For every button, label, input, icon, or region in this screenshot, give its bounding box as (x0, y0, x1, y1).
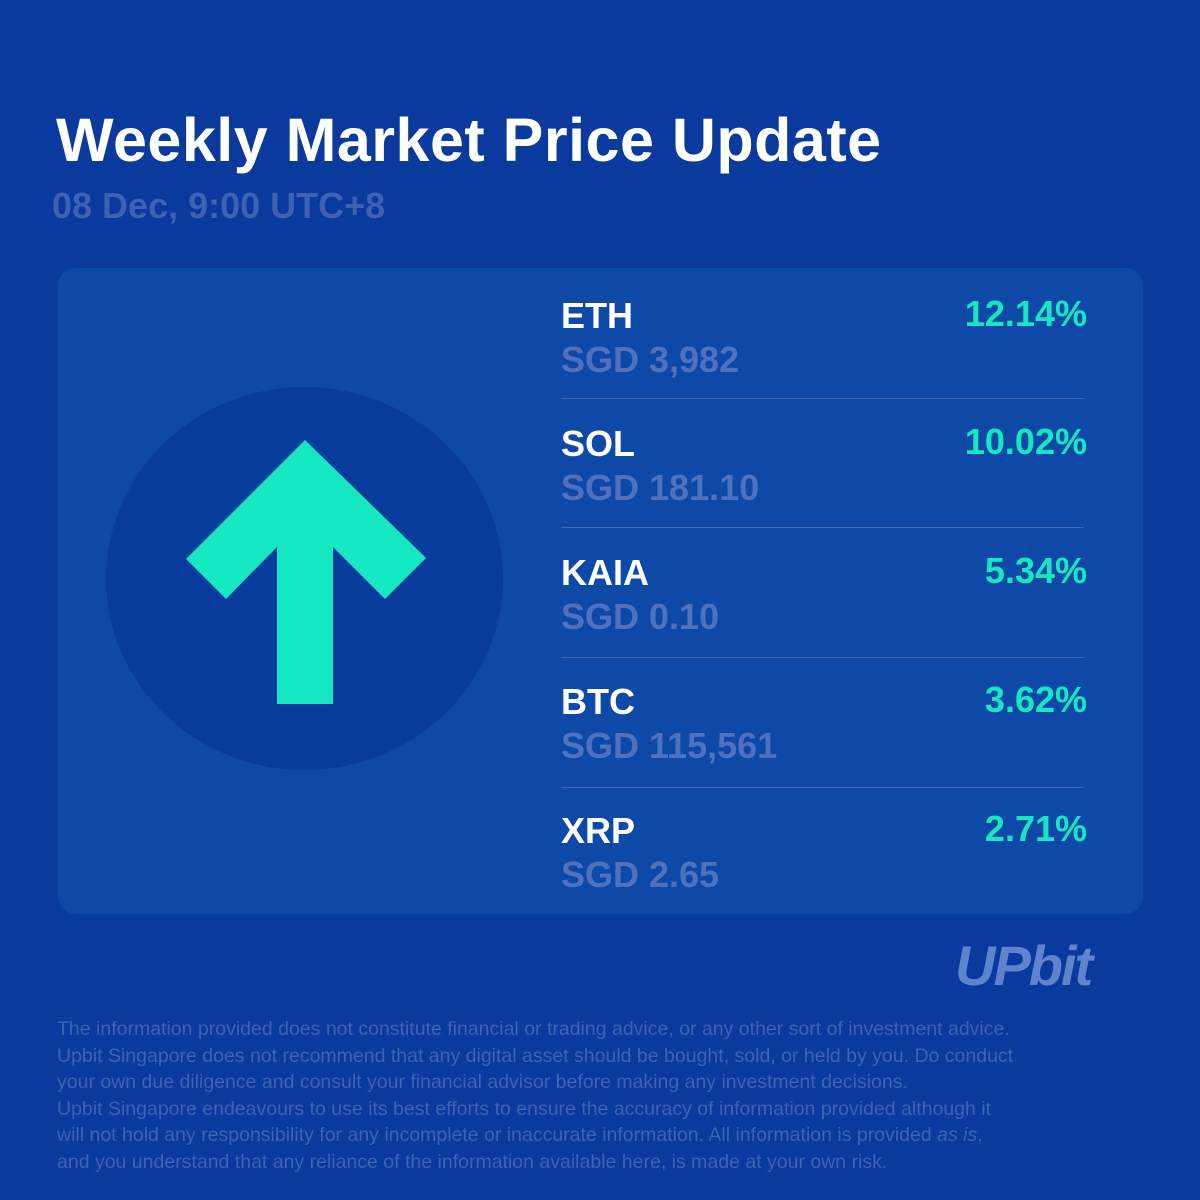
disclaimer-text: , (977, 1124, 983, 1146)
asset-change: 10.02% (964, 421, 1087, 462)
asset-symbol: XRP (561, 810, 636, 851)
disclaimer-line: will not hold any responsibility for any… (57, 1122, 1147, 1149)
row-divider (561, 657, 1084, 658)
upbit-logo: UPbit (955, 935, 1098, 995)
disclaimer-line: and you understand that any reliance of … (57, 1150, 888, 1173)
disclaimer-line: your own due diligence and consult your … (57, 1071, 908, 1093)
disclaimer-emphasis: as is (937, 1124, 978, 1146)
disclaimer-line: Upbit Singapore does not recommend that … (57, 1044, 1014, 1067)
asset-price: SGD 2.65 (561, 854, 720, 895)
asset-symbol: ETH (561, 295, 633, 336)
row-divider (561, 398, 1084, 399)
disclaimer-line: Upbit Singapore endeavours to use its be… (57, 1097, 992, 1120)
update-date: 08 Dec, 9:00 UTC+8 (52, 185, 386, 226)
asset-symbol: SOL (561, 423, 636, 464)
asset-change: 3.62% (984, 679, 1087, 720)
asset-price: SGD 181.10 (561, 467, 760, 508)
row-divider (561, 527, 1084, 528)
page-title: Weekly Market Price Update (56, 106, 882, 174)
disclaimer-text: will not hold any responsibility for any… (57, 1124, 938, 1146)
asset-symbol: KAIA (561, 552, 649, 593)
asset-symbol: BTC (561, 681, 635, 722)
up-arrow-icon (186, 440, 426, 704)
asset-price: SGD 0.10 (561, 596, 720, 637)
disclaimer: The information provided does not consti… (57, 1016, 1147, 1175)
asset-change: 2.71% (984, 808, 1087, 849)
asset-price: SGD 115,561 (561, 725, 778, 766)
asset-price: SGD 3,982 (561, 339, 740, 380)
asset-change: 5.34% (984, 550, 1087, 591)
disclaimer-line: The information provided does not consti… (57, 1018, 1010, 1040)
asset-change: 12.14% (964, 293, 1087, 334)
row-divider (561, 787, 1084, 788)
logo-text: UPbit (955, 935, 1096, 995)
